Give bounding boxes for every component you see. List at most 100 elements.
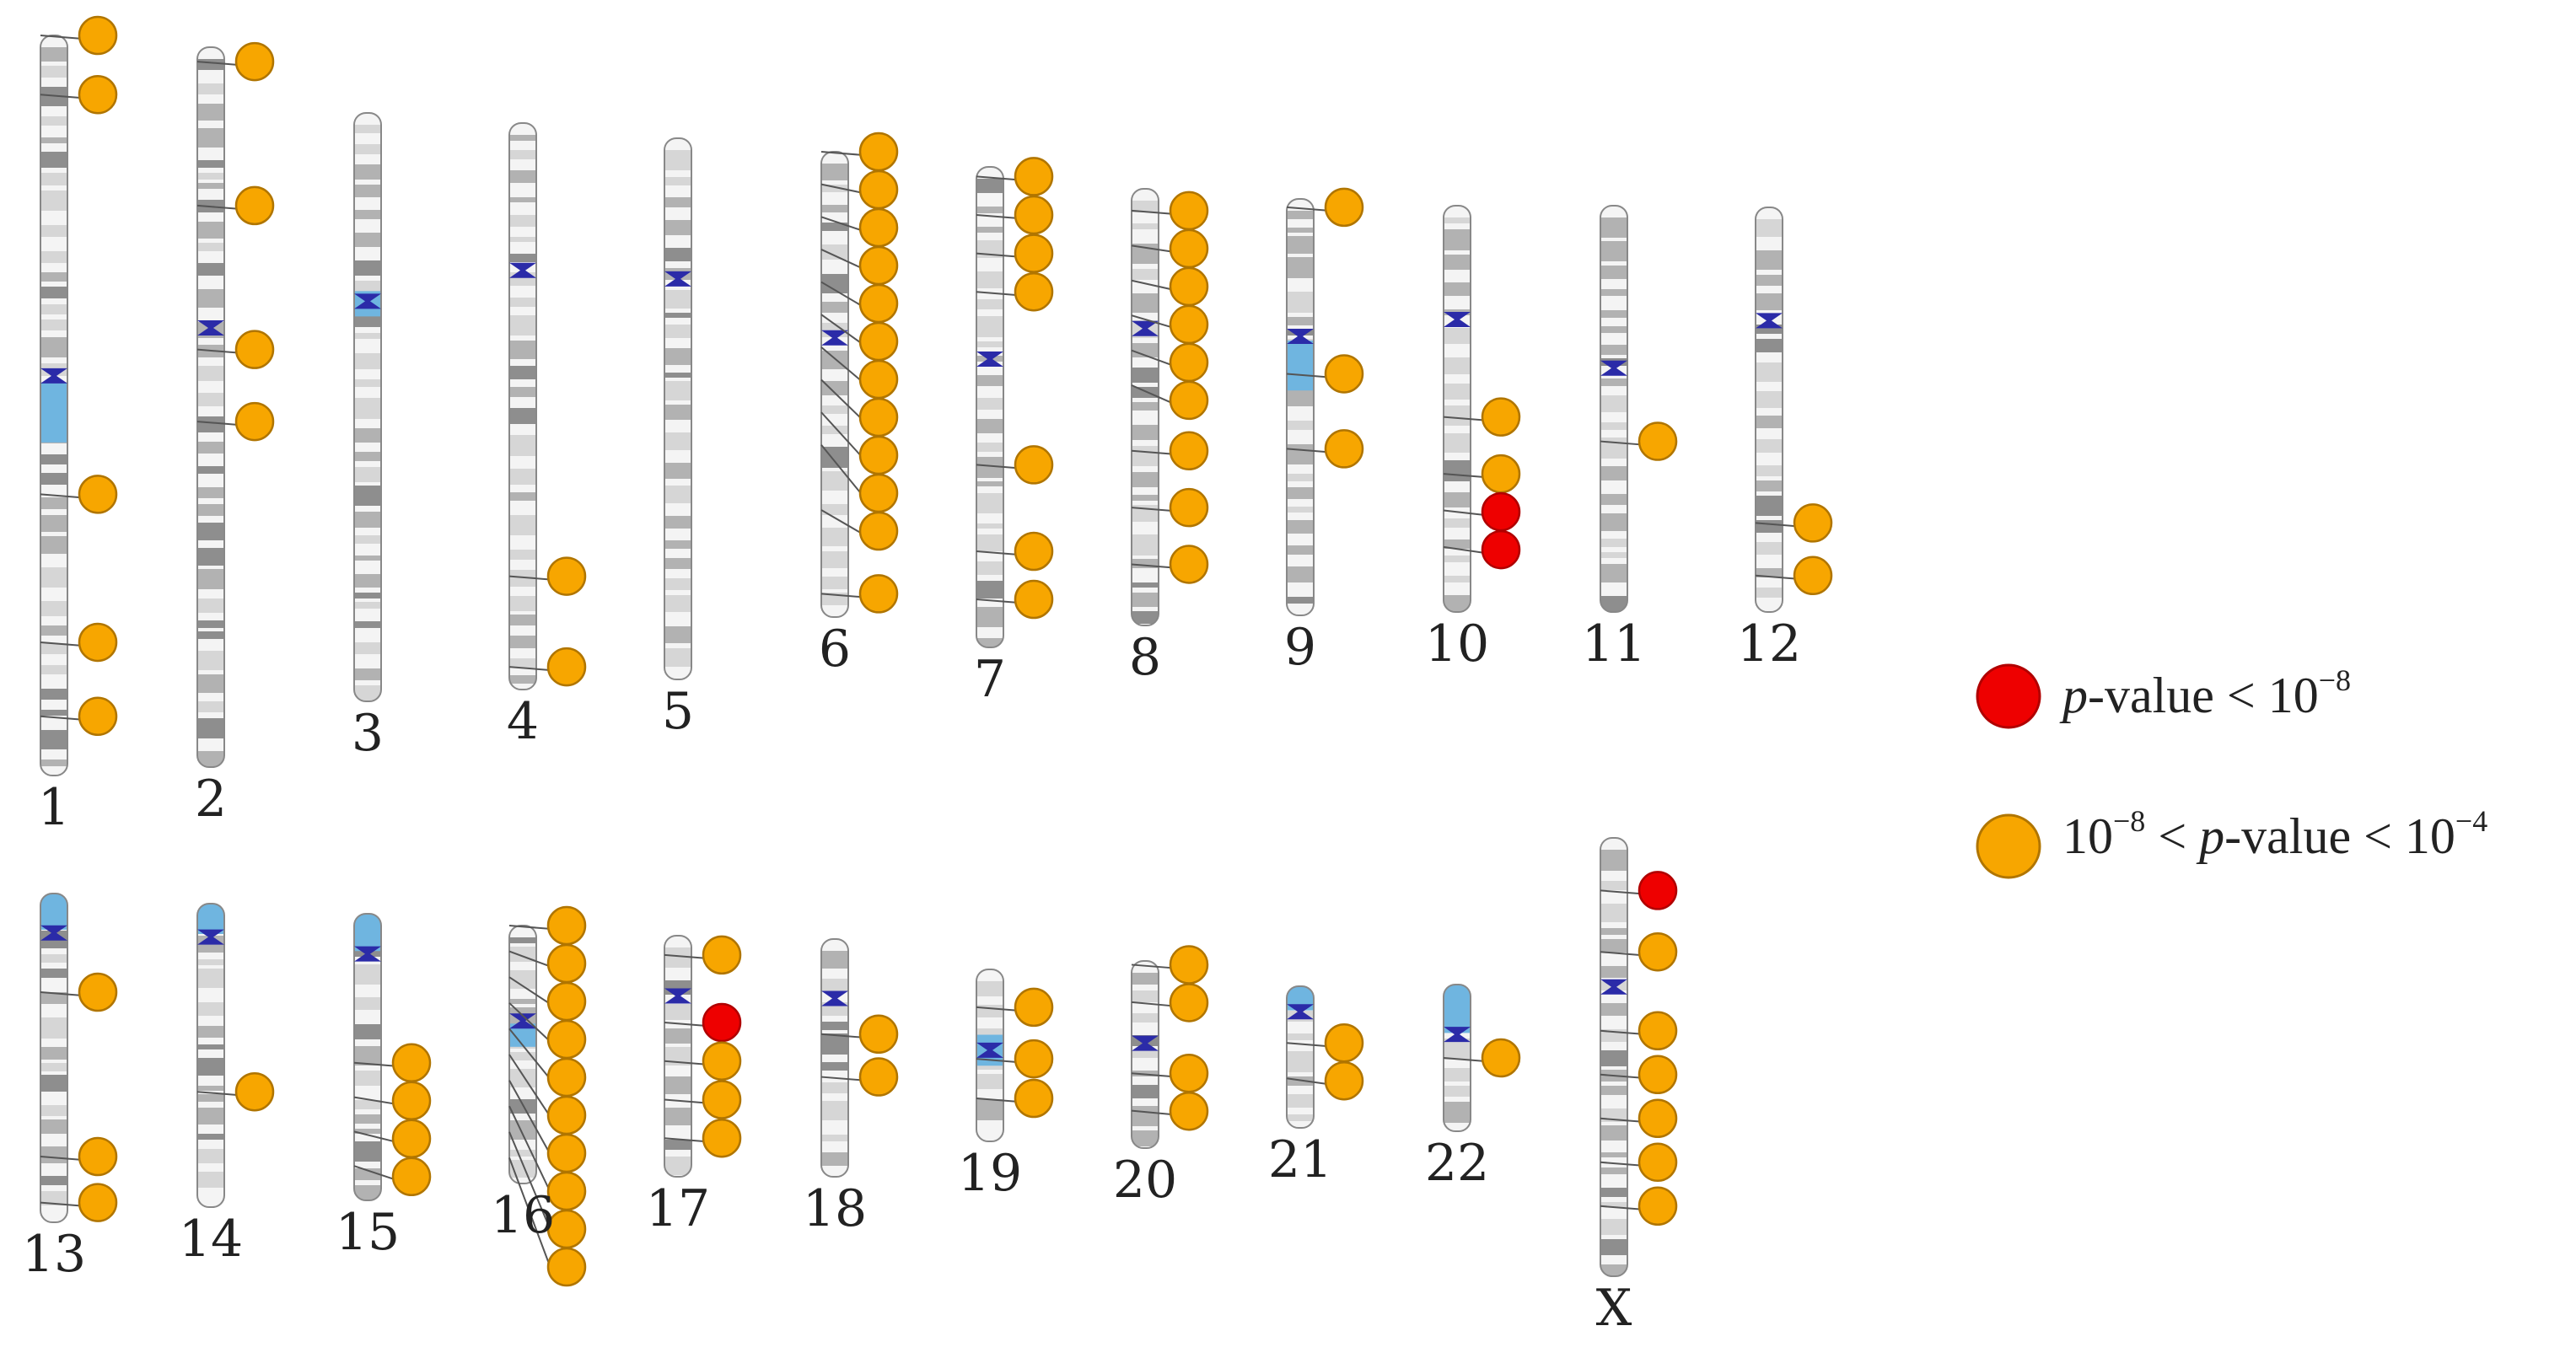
hit-leader-line xyxy=(1755,574,1799,580)
band xyxy=(1600,1264,1627,1276)
band xyxy=(40,567,67,588)
band xyxy=(197,1044,224,1049)
band xyxy=(821,302,848,313)
band xyxy=(1444,282,1471,296)
legend-lt: < xyxy=(2145,808,2199,864)
chromosome-X: X xyxy=(1596,837,1678,1338)
band xyxy=(976,443,1003,452)
centromere xyxy=(1287,329,1314,345)
band xyxy=(1600,326,1627,333)
band xyxy=(1600,850,1627,871)
chromosome-outline xyxy=(196,903,225,1208)
band xyxy=(197,222,224,239)
band xyxy=(509,636,536,648)
hit-marker-suggestive xyxy=(858,1057,899,1097)
hit-leader-line xyxy=(1131,209,1175,215)
hit-marker-suggestive xyxy=(858,132,899,172)
chromosome-outline xyxy=(508,122,537,690)
centromere xyxy=(664,988,691,1004)
band xyxy=(509,435,536,456)
band xyxy=(1600,1188,1627,1197)
chromosome-label: 11 xyxy=(1582,615,1646,674)
hit-leader-line xyxy=(820,249,864,270)
band xyxy=(354,210,381,219)
centromere xyxy=(354,293,381,309)
hit-leader-line xyxy=(820,593,864,598)
chromosome-label: 18 xyxy=(803,1179,867,1238)
band xyxy=(197,959,224,965)
legend-exponent: −4 xyxy=(2455,804,2487,838)
band xyxy=(354,997,381,1010)
band xyxy=(509,215,536,227)
band xyxy=(354,574,381,588)
band xyxy=(1600,966,1627,978)
band xyxy=(1287,520,1314,534)
band xyxy=(1132,446,1159,466)
centromere xyxy=(1600,360,1627,376)
hit-leader-line xyxy=(40,991,83,996)
band xyxy=(354,1071,381,1086)
hit-leader-line xyxy=(1286,448,1330,454)
band xyxy=(197,59,224,70)
heterochromatin-block xyxy=(40,894,67,930)
hit-leader-line xyxy=(820,444,864,497)
hit-marker-suggestive xyxy=(1014,445,1054,485)
hit-leader-line xyxy=(196,421,240,427)
band xyxy=(509,1069,536,1087)
band xyxy=(1132,387,1159,398)
chromosome-13: 13 xyxy=(22,893,118,1284)
band xyxy=(821,381,848,395)
band xyxy=(1444,217,1471,223)
band xyxy=(664,1157,691,1175)
band xyxy=(664,1076,691,1094)
band xyxy=(976,523,1003,529)
hit-marker-suggestive xyxy=(1169,983,1209,1023)
band xyxy=(509,615,536,625)
hit-leader-line xyxy=(1755,522,1799,528)
band xyxy=(197,569,224,589)
band xyxy=(1287,566,1314,582)
chromosome-bands xyxy=(509,123,536,690)
hit-marker-suggestive xyxy=(234,401,275,442)
hit-marker-suggestive xyxy=(78,1183,118,1222)
hit-marker-suggestive xyxy=(858,574,899,614)
chromosome-label: 2 xyxy=(195,770,227,829)
band xyxy=(354,1024,381,1039)
centromere xyxy=(197,929,224,945)
band xyxy=(1756,219,1783,237)
band xyxy=(1287,545,1314,555)
band xyxy=(40,515,67,532)
hit-leader-line xyxy=(664,1098,707,1104)
chromosome-label: 15 xyxy=(336,1203,400,1262)
hit-leader-line xyxy=(820,378,864,421)
band xyxy=(1600,345,1627,355)
centromere xyxy=(821,990,848,1006)
band xyxy=(509,315,536,335)
hit-leader-line xyxy=(508,1131,552,1233)
hit-marker-suggestive xyxy=(1481,1038,1521,1078)
chromosome-bands xyxy=(1444,985,1471,1131)
band xyxy=(821,164,848,180)
band xyxy=(354,125,381,133)
hit-marker-suggestive xyxy=(1014,1039,1054,1079)
chromosome-label: 9 xyxy=(1284,618,1316,677)
chromosome-label: 3 xyxy=(352,704,384,763)
band xyxy=(40,1017,67,1039)
chromosome-21: 21 xyxy=(1268,985,1364,1189)
band xyxy=(40,454,67,464)
centromere xyxy=(509,1013,536,1029)
centromere xyxy=(1132,1035,1159,1051)
band xyxy=(1287,236,1314,254)
hit-marker-suggestive xyxy=(1638,1011,1678,1051)
band xyxy=(197,1172,224,1188)
hit-leader-line xyxy=(508,950,552,968)
hit-leader-line xyxy=(353,1130,397,1143)
band xyxy=(1444,433,1471,453)
hit-leader-line xyxy=(196,61,240,67)
hit-leader-line xyxy=(508,1080,552,1157)
hit-marker-suggestive xyxy=(1014,271,1054,312)
band xyxy=(664,325,691,338)
chromosome-outline xyxy=(1600,205,1628,613)
band xyxy=(976,981,1003,996)
